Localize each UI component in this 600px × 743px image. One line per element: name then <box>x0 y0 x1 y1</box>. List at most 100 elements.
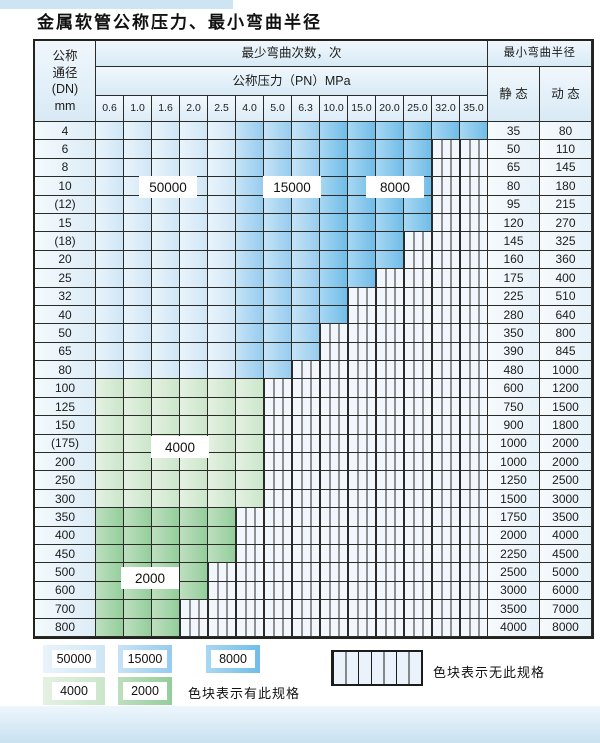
spec-cell <box>152 269 180 288</box>
spec-cell <box>124 324 152 343</box>
spec-cell <box>320 287 348 306</box>
no-spec-cell <box>432 581 460 601</box>
spec-cell <box>152 361 180 380</box>
no-spec-cell <box>320 544 348 564</box>
spec-cell <box>180 526 208 545</box>
no-spec-cell <box>236 618 264 637</box>
dn-cell: (175) <box>35 434 96 454</box>
no-spec-cell <box>180 600 208 619</box>
spec-cell <box>404 195 432 214</box>
spec-cell <box>264 324 292 343</box>
spec-cell <box>96 361 124 380</box>
pressure-tick: 1.6 <box>152 96 180 122</box>
spec-cell <box>96 269 124 288</box>
pressure-tick: 1.0 <box>124 96 152 122</box>
spec-cell <box>236 177 264 196</box>
no-spec-cell <box>432 471 460 490</box>
spec-cell <box>236 140 264 159</box>
dn-header-line: (DN) <box>51 82 79 96</box>
spec-cell <box>208 361 236 380</box>
spec-cell <box>152 287 180 306</box>
spec-cell <box>348 158 376 178</box>
spec-cell <box>96 140 124 159</box>
spec-cell <box>208 158 236 178</box>
bend-cycles-header: 最少弯曲次数，次 <box>96 41 488 67</box>
no-spec-cell <box>208 600 236 619</box>
spec-cell <box>320 232 348 251</box>
no-spec-cell <box>264 416 292 435</box>
dn-header-line: mm <box>54 98 76 113</box>
no-spec-cell <box>292 416 320 435</box>
spec-cell <box>152 342 180 362</box>
spec-cell <box>208 324 236 343</box>
no-spec-cell <box>404 324 432 343</box>
no-spec-cell <box>348 416 376 435</box>
pressure-header: 公称压力（PN）MPa <box>96 67 488 96</box>
no-spec-cell <box>292 471 320 490</box>
spec-cell <box>208 342 236 362</box>
spec-cell <box>124 122 152 141</box>
spec-cell <box>376 232 404 251</box>
spec-cell <box>124 250 152 270</box>
spec-cell <box>152 324 180 343</box>
no-spec-cell <box>376 269 404 288</box>
pressure-tick: 32.0 <box>432 96 460 122</box>
spec-cell <box>208 397 236 417</box>
dn-cell: 65 <box>35 342 96 362</box>
spec-cell <box>320 177 348 196</box>
spec-cell <box>208 489 236 509</box>
no-spec-cell <box>348 379 376 398</box>
no-spec-cell <box>460 232 488 251</box>
no-spec-cell <box>432 195 460 214</box>
spec-cell <box>96 305 124 325</box>
no-spec-cell <box>236 563 264 582</box>
no-spec-cell <box>348 489 376 509</box>
dn-cell: 400 <box>35 526 96 545</box>
bottom-strip <box>0 706 600 743</box>
static-value-cell: 1500 <box>488 489 540 509</box>
no-spec-cell <box>264 544 292 564</box>
no-spec-cell <box>292 526 320 545</box>
static-value-cell: 480 <box>488 361 540 380</box>
top-strip <box>0 0 233 9</box>
no-spec-cell <box>320 489 348 509</box>
no-spec-cell <box>432 544 460 564</box>
count-label: 2000 <box>121 567 179 589</box>
spec-cell <box>180 140 208 159</box>
spec-table: 公称 通径 (DN) mm 最少弯曲次数，次 最小弯曲半径 公称压力（PN）MP… <box>33 39 594 639</box>
spec-cell <box>96 177 124 196</box>
static-value-cell: 65 <box>488 158 540 178</box>
no-spec-cell <box>320 581 348 601</box>
spec-cell <box>292 232 320 251</box>
spec-cell <box>348 213 376 233</box>
static-value-cell: 50 <box>488 140 540 159</box>
no-spec-cell <box>376 287 404 306</box>
no-spec-cell <box>320 618 348 637</box>
no-spec-cell <box>432 324 460 343</box>
dynamic-value-cell: 800 <box>540 324 592 343</box>
spec-cell <box>180 397 208 417</box>
spec-cell <box>96 158 124 178</box>
no-spec-cell <box>460 489 488 509</box>
spec-cell <box>208 305 236 325</box>
spec-cell <box>96 453 124 472</box>
no-spec-cell <box>432 305 460 325</box>
dynamic-value-cell: 3000 <box>540 489 592 509</box>
dn-cell: 6 <box>35 140 96 159</box>
spec-cell <box>124 416 152 435</box>
spec-cell <box>208 416 236 435</box>
dn-cell: 500 <box>35 563 96 582</box>
spec-cell <box>376 213 404 233</box>
spec-cell <box>236 232 264 251</box>
dn-cell: 10 <box>35 177 96 196</box>
no-spec-cell <box>460 213 488 233</box>
static-value-cell: 750 <box>488 397 540 417</box>
no-spec-cell <box>432 287 460 306</box>
no-spec-cell <box>376 434 404 454</box>
spec-cell <box>348 122 376 141</box>
spec-cell <box>348 269 376 288</box>
pressure-tick: 5.0 <box>264 96 292 122</box>
dynamic-header: 动 态 <box>540 67 592 122</box>
no-spec-cell <box>320 471 348 490</box>
spec-cell <box>264 361 292 380</box>
